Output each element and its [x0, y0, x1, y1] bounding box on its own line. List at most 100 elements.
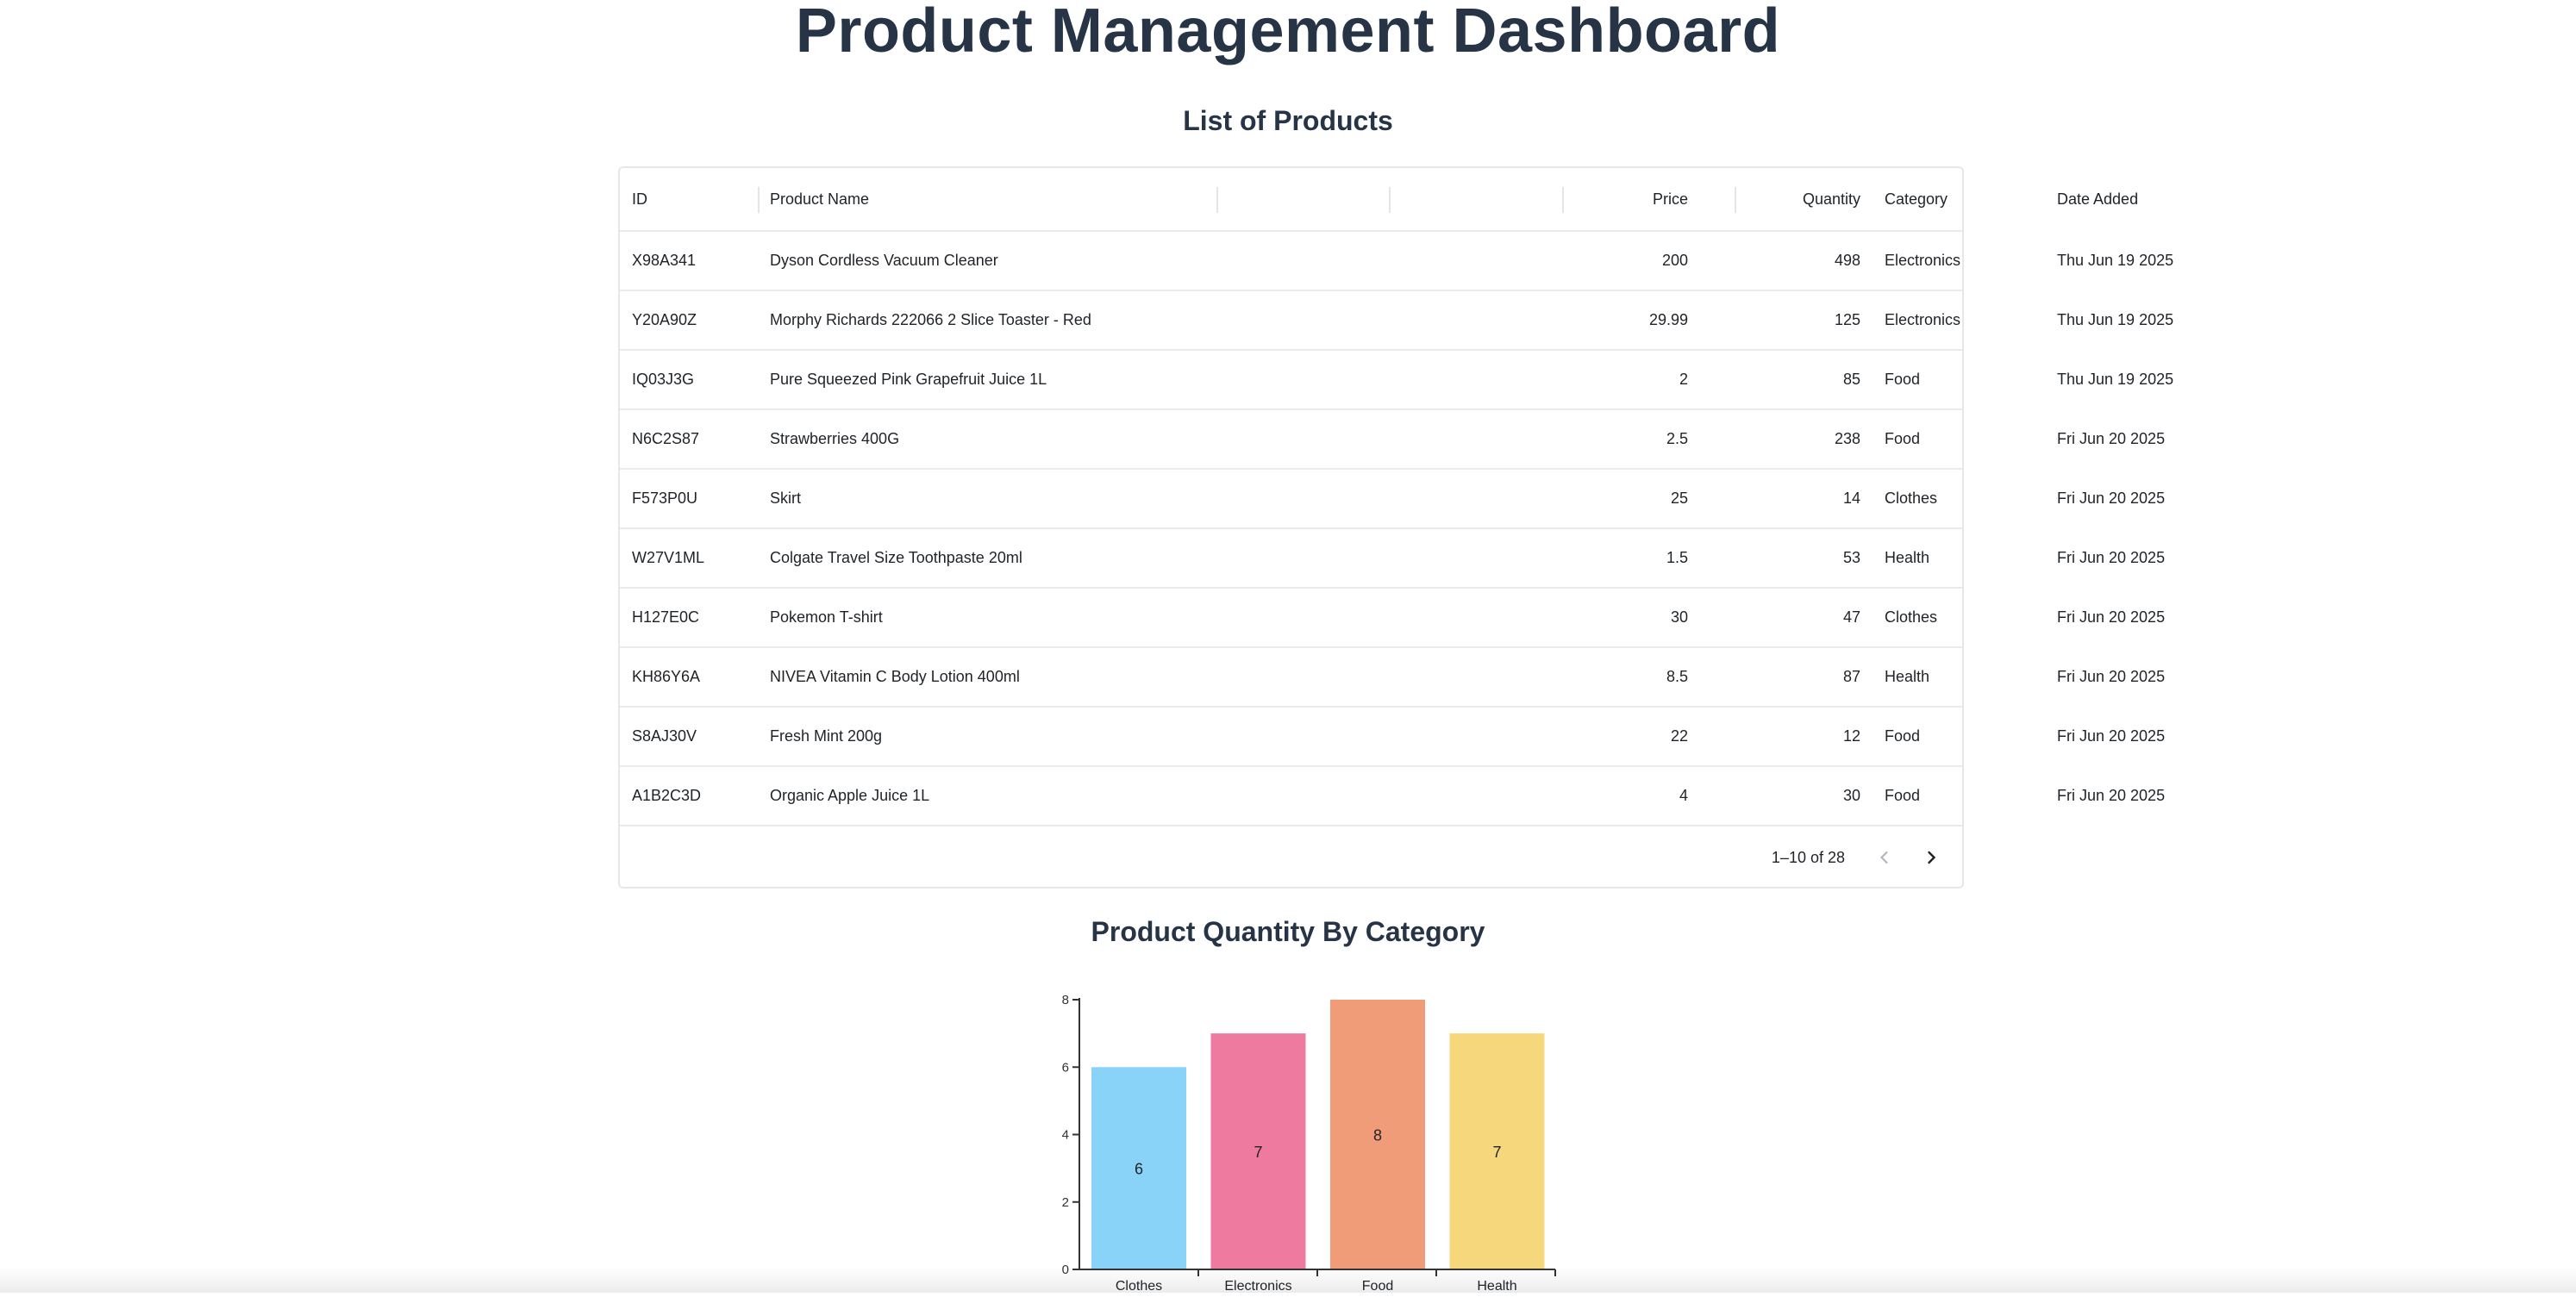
column-separator[interactable]	[1562, 187, 1564, 213]
data-label: 7	[1254, 1144, 1262, 1161]
cell-quantity[interactable]: 53	[1700, 529, 1873, 587]
cell-id[interactable]: Y20A90Z	[620, 291, 758, 349]
cell-product-name[interactable]: NIVEA Vitamin C Body Lotion 400ml	[758, 648, 1361, 706]
column-header-product-name[interactable]: Product Name	[758, 168, 973, 230]
table-header: ID Product Name Price Quantity Category …	[620, 168, 1962, 232]
cell-quantity[interactable]: 30	[1700, 767, 1873, 825]
chart-heading: Product Quantity By Category	[0, 916, 2576, 948]
bar-chart: 678702468ClothesElectronicsFoodHealth	[1035, 982, 1586, 1293]
cell-date-added[interactable]: Thu Jun 19 2025	[2045, 232, 2269, 290]
cell-id[interactable]: H127E0C	[620, 589, 758, 646]
column-header-date-added[interactable]: Date Added	[2045, 168, 2269, 230]
column-header-quantity[interactable]: Quantity	[1700, 168, 1873, 230]
cell-date-added[interactable]: Fri Jun 20 2025	[2045, 470, 2269, 527]
cell-price[interactable]: 8.5	[1526, 648, 1700, 706]
cell-price[interactable]: 22	[1526, 708, 1700, 765]
cell-quantity[interactable]: 238	[1700, 410, 1873, 468]
cell-price[interactable]: 4	[1526, 767, 1700, 825]
cell-product-name[interactable]: Strawberries 400G	[758, 410, 1361, 468]
cell-product-name[interactable]: Organic Apple Juice 1L	[758, 767, 1361, 825]
bottom-shadow	[0, 1267, 2576, 1293]
cell-price[interactable]: 1.5	[1526, 529, 1700, 587]
column-header-price[interactable]: Price	[1526, 168, 1700, 230]
column-separator[interactable]	[1735, 187, 1736, 213]
cell-product-name[interactable]: Pokemon T-shirt	[758, 589, 1361, 646]
cell-category[interactable]: Clothes	[1873, 470, 2045, 527]
cell-quantity[interactable]: 125	[1700, 291, 1873, 349]
quantity-by-category-chart: 678702468ClothesElectronicsFoodHealth	[1035, 982, 1586, 1293]
cell-date-added[interactable]: Fri Jun 20 2025	[2045, 708, 2269, 765]
cell-price[interactable]: 2.5	[1526, 410, 1700, 468]
page-title: Product Management Dashboard	[0, 0, 2576, 62]
cell-category[interactable]: Clothes	[1873, 589, 2045, 646]
cell-quantity[interactable]: 12	[1700, 708, 1873, 765]
cell-category[interactable]: Food	[1873, 708, 2045, 765]
cell-category[interactable]: Electronics	[1873, 291, 2045, 349]
cell-product-name[interactable]: Morphy Richards 222066 2 Slice Toaster -…	[758, 291, 1361, 349]
cell-id[interactable]: IQ03J3G	[620, 351, 758, 408]
cell-quantity[interactable]: 14	[1700, 470, 1873, 527]
cell-product-name[interactable]: Skirt	[758, 470, 1361, 527]
chevron-left-icon	[1876, 849, 1893, 866]
cell-date-added[interactable]: Fri Jun 20 2025	[2045, 529, 2269, 587]
cell-date-added[interactable]: Fri Jun 20 2025	[2045, 589, 2269, 646]
cell-category[interactable]: Health	[1873, 648, 2045, 706]
cell-price[interactable]: 30	[1526, 589, 1700, 646]
previous-page-button[interactable]	[1869, 842, 1900, 873]
cell-product-name[interactable]: Fresh Mint 200g	[758, 708, 1361, 765]
cell-id[interactable]: W27V1ML	[620, 529, 758, 587]
cell-price[interactable]: 25	[1526, 470, 1700, 527]
column-separator[interactable]	[1216, 187, 1218, 213]
cell-category[interactable]: Health	[1873, 529, 2045, 587]
y-tick-label: 2	[1062, 1195, 1069, 1210]
cell-category[interactable]: Food	[1873, 410, 2045, 468]
cell-quantity[interactable]: 47	[1700, 589, 1873, 646]
cell-product-name[interactable]: Dyson Cordless Vacuum Cleaner	[758, 232, 1361, 290]
products-heading: List of Products	[0, 105, 2576, 137]
cell-date-added[interactable]: Thu Jun 19 2025	[2045, 351, 2269, 408]
cell-id[interactable]: X98A341	[620, 232, 758, 290]
products-table: ID Product Name Price Quantity Category …	[618, 166, 1964, 889]
cell-product-name[interactable]: Pure Squeezed Pink Grapefruit Juice 1L	[758, 351, 1361, 408]
cell-quantity[interactable]: 85	[1700, 351, 1873, 408]
next-page-button[interactable]	[1916, 842, 1947, 873]
cell-date-added[interactable]: Thu Jun 19 2025	[2045, 291, 2269, 349]
cell-date-added[interactable]: Fri Jun 20 2025	[2045, 648, 2269, 706]
cell-quantity[interactable]: 87	[1700, 648, 1873, 706]
data-label: 7	[1492, 1144, 1501, 1161]
cell-category[interactable]: Food	[1873, 351, 2045, 408]
cell-id[interactable]: KH86Y6A	[620, 648, 758, 706]
table-footer: 1–10 of 28	[620, 826, 1962, 889]
cell-category[interactable]: Food	[1873, 767, 2045, 825]
cell-price[interactable]: 29.99	[1526, 291, 1700, 349]
cell-id[interactable]: S8AJ30V	[620, 708, 758, 765]
column-separator[interactable]	[1389, 187, 1391, 213]
cell-price[interactable]: 2	[1526, 351, 1700, 408]
cell-id[interactable]: N6C2S87	[620, 410, 758, 468]
column-header-id[interactable]: ID	[620, 168, 758, 230]
column-header-category[interactable]: Category	[1873, 168, 2045, 230]
cell-date-added[interactable]: Fri Jun 20 2025	[2045, 410, 2269, 468]
cell-product-name[interactable]: Colgate Travel Size Toothpaste 20ml	[758, 529, 1361, 587]
cell-category[interactable]: Electronics	[1873, 232, 2045, 290]
data-label: 6	[1135, 1161, 1143, 1178]
cell-id[interactable]: F573P0U	[620, 470, 758, 527]
cell-quantity[interactable]: 498	[1700, 232, 1873, 290]
y-tick-label: 8	[1062, 993, 1069, 1007]
pagination-range: 1–10 of 28	[1772, 826, 1845, 889]
y-tick-label: 4	[1062, 1128, 1069, 1143]
cell-id[interactable]: A1B2C3D	[620, 767, 758, 825]
cell-date-added[interactable]: Fri Jun 20 2025	[2045, 767, 2269, 825]
cell-price[interactable]: 200	[1526, 232, 1700, 290]
